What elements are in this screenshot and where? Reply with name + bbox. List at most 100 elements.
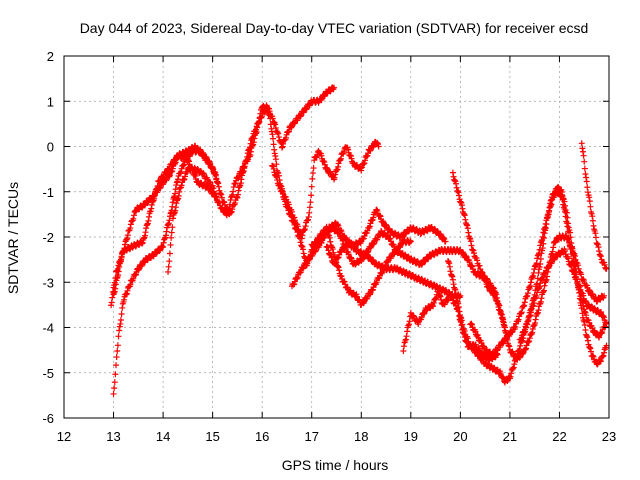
data-point [407,238,414,245]
data-point [581,318,588,325]
data-point [602,264,609,271]
x-tick-labels: 12 13 14 15 16 17 18 19 20 21 22 23 [57,429,616,444]
data-point [566,229,573,236]
data-point [511,361,518,368]
data-point [565,255,572,262]
data-point [584,334,591,341]
y-tick-label: -6 [42,411,54,426]
data-point [569,245,576,252]
data-point [601,314,608,321]
data-point [523,342,530,349]
data-point [578,305,585,312]
data-point [527,309,534,316]
data-point [108,299,115,306]
chart-title: Day 044 of 2023, Sidereal Day-to-day VTE… [80,20,589,36]
data-point [590,222,597,229]
y-tick-label: 2 [47,49,54,64]
data-point [523,293,530,300]
data-point [586,344,593,351]
data-point [218,194,225,201]
series-track-12 [467,183,610,368]
data-point [433,294,440,301]
data-point [540,287,547,294]
data-point [168,229,175,236]
data-point [306,209,313,216]
data-point [168,234,175,241]
x-tick-label: 23 [602,429,616,444]
data-point [306,204,313,211]
data-point [521,299,528,306]
data-point [533,293,540,300]
data-point [587,345,594,352]
x-tick-label: 22 [552,429,566,444]
data-point [327,88,334,95]
data-point [178,165,185,172]
data-point [308,192,315,199]
y-tick-label: 1 [47,94,54,109]
data-point [507,373,514,380]
data-point [301,226,308,233]
data-point [488,286,495,293]
data-point [111,379,118,386]
x-tick-label: 14 [156,429,170,444]
data-point [601,261,608,268]
series-track-1 [108,102,414,309]
x-axis-label: GPS time / hours [282,457,389,473]
data-point [575,262,582,269]
data-point [228,193,235,200]
data-point [327,252,334,259]
data-point [374,139,381,146]
data-point [537,280,544,287]
data-point [524,290,531,297]
data-point [213,178,220,185]
data-point [117,320,124,327]
data-point [325,247,332,254]
data-point [578,271,585,278]
data-point [324,244,331,251]
data-point [571,260,578,267]
data-point [299,232,306,239]
data-point [388,238,394,245]
x-tick-label: 21 [503,429,517,444]
data-point [596,334,603,341]
data-point [404,328,411,335]
data-point [537,261,544,268]
data-point [329,246,336,253]
data-point [361,160,368,167]
x-tick-label: 12 [57,429,71,444]
data-point [117,316,124,323]
data-point [594,361,601,368]
data-point [300,246,307,253]
data-point [531,300,538,307]
data-point [461,328,468,335]
data-point [109,294,116,301]
data-point [116,323,123,330]
data-point [111,385,118,392]
data-point [127,225,134,232]
data-point [453,180,460,187]
data-point [578,140,585,147]
data-point [594,241,601,248]
data-point [446,263,453,270]
data-point [230,188,237,195]
data-point [602,319,609,326]
series-track-14 [578,140,610,272]
data-point [165,268,172,275]
x-tick-label: 20 [453,429,467,444]
data-point [178,168,185,175]
data-point [326,234,333,241]
data-point [476,262,483,269]
data-point [445,258,452,265]
data-point [579,148,586,155]
data-point [270,141,277,148]
data-point [340,245,347,252]
data-point [547,197,554,204]
data-point [563,209,570,216]
data-point [589,217,596,224]
data-point [524,321,531,328]
data-point [490,291,497,298]
data-point [526,338,533,345]
data-point [448,294,455,301]
data-point [541,282,548,289]
